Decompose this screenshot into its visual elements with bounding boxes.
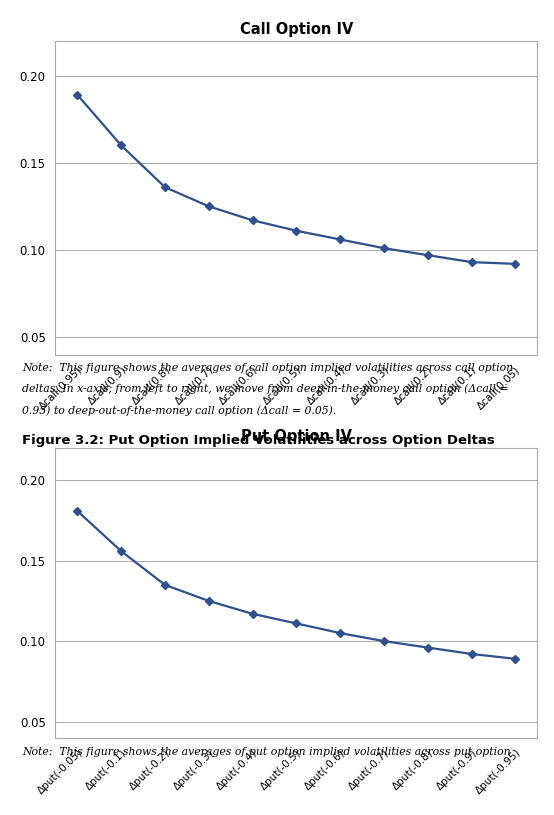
Title: Put Option IV: Put Option IV — [241, 430, 352, 444]
Put Option IV — [293, 619, 300, 628]
Line: Put Option IV: Put Option IV — [75, 509, 518, 662]
Put Option IV — [468, 649, 475, 659]
Put Option IV — [206, 596, 212, 606]
Put Option IV — [512, 654, 519, 663]
Text: deltas. In x-axis, from left to right, we move from deep-in-the-money call optio: deltas. In x-axis, from left to right, w… — [22, 384, 509, 394]
Put Option IV — [162, 580, 168, 590]
Call Option IV — [249, 215, 256, 225]
Call Option IV — [424, 250, 431, 260]
Call Option IV — [206, 201, 212, 211]
Call Option IV — [468, 258, 475, 267]
Call Option IV — [381, 244, 387, 253]
Call Option IV — [293, 226, 300, 236]
Text: Note:  This figure shows the averages of call option implied volatilities across: Note: This figure shows the averages of … — [22, 363, 514, 372]
Put Option IV — [118, 546, 125, 556]
Line: Call Option IV: Call Option IV — [75, 92, 518, 267]
Call Option IV — [118, 140, 125, 150]
Call Option IV — [74, 90, 81, 99]
Put Option IV — [337, 628, 343, 638]
Legend: Call Option IV: Call Option IV — [234, 446, 359, 468]
Text: 0.95) to deep-out-of-the-money call option (Δcall = 0.05).: 0.95) to deep-out-of-the-money call opti… — [22, 405, 336, 416]
Put Option IV — [424, 643, 431, 653]
Title: Call Option IV: Call Option IV — [240, 22, 353, 37]
Put Option IV — [249, 609, 256, 619]
Text: Figure 3.2: Put Option Implied Volatilities across Option Deltas: Figure 3.2: Put Option Implied Volatilit… — [22, 434, 495, 447]
Text: Note:  This figure shows the averages of put option implied volatilities across : Note: This figure shows the averages of … — [22, 747, 511, 757]
Call Option IV — [512, 259, 519, 269]
Put Option IV — [74, 506, 81, 516]
Call Option IV — [337, 235, 343, 244]
Call Option IV — [162, 183, 168, 192]
Put Option IV — [381, 637, 387, 646]
